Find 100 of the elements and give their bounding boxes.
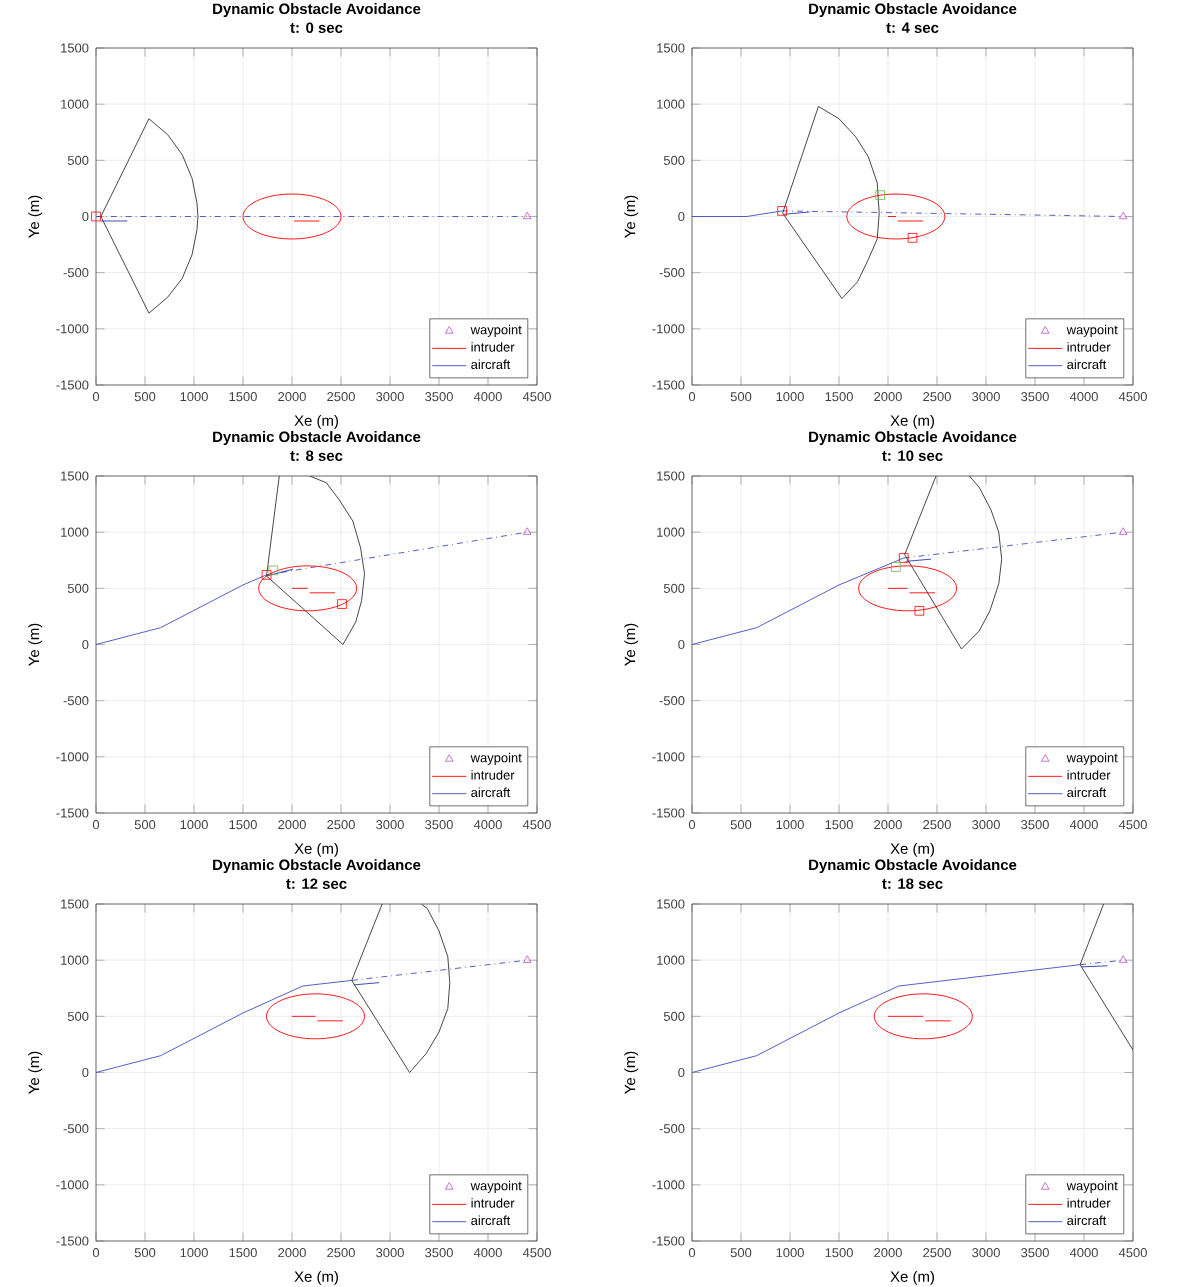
y-tick-label: 1000 xyxy=(657,99,685,109)
x-tick-label: 4000 xyxy=(1069,820,1098,830)
y-tick-label: -1000 xyxy=(652,1180,685,1190)
y-tick-label: -1000 xyxy=(56,324,89,334)
x-tick-label: 1500 xyxy=(825,820,853,830)
x-tick-label: 2000 xyxy=(874,1248,902,1258)
x-tick-label: 0 xyxy=(688,1248,696,1258)
y-tick-label: -1000 xyxy=(56,1180,89,1190)
x-tick-label: 2500 xyxy=(327,392,355,402)
y-tick-label: 0 xyxy=(678,639,685,650)
y-tick-label: -1500 xyxy=(652,380,685,390)
y-tick-label: 1500 xyxy=(61,43,89,53)
y-tick-label: 0 xyxy=(678,1067,685,1078)
x-tick-label: 4500 xyxy=(522,1248,551,1258)
chart-title: Dynamic Obstacle Avoidance xyxy=(213,859,421,874)
y-tick-label: 1000 xyxy=(657,955,685,965)
x-tick-label: 500 xyxy=(134,1248,156,1258)
legend-label: aircraft xyxy=(1067,359,1107,370)
x-tick-label: 4500 xyxy=(1118,1248,1147,1258)
y-tick-label: 1500 xyxy=(61,899,89,909)
x-tick-label: 2000 xyxy=(278,820,306,830)
legend-label: intruder xyxy=(471,342,515,352)
y-tick-label: 0 xyxy=(82,211,89,222)
x-tick-label: 1500 xyxy=(229,392,257,402)
x-tick-label: 500 xyxy=(730,1248,752,1258)
x-tick-label: 1000 xyxy=(776,392,804,402)
legend-label: waypoint xyxy=(470,324,522,337)
y-tick-label: 1500 xyxy=(657,899,685,909)
legend-label: aircraft xyxy=(1067,787,1107,798)
y-axis-title: Ye (m) xyxy=(624,195,639,238)
x-tick-label: 3000 xyxy=(972,1248,1000,1258)
y-axis-title: Ye (m) xyxy=(624,1051,639,1094)
chart-subtitle: t: 0 sec xyxy=(290,22,343,34)
y-axis-title: Ye (m) xyxy=(28,1051,43,1094)
legend-label: aircraft xyxy=(471,1215,511,1226)
y-tick-label: -500 xyxy=(659,696,685,706)
y-tick-label: -500 xyxy=(659,268,685,278)
x-tick-label: 1000 xyxy=(776,1248,804,1258)
x-tick-label: 3000 xyxy=(376,392,404,402)
x-tick-label: 3500 xyxy=(1021,820,1049,830)
y-tick-label: 500 xyxy=(67,1011,89,1021)
x-tick-label: 500 xyxy=(134,820,156,830)
legend-label: intruder xyxy=(1067,1198,1111,1208)
x-tick-label: 1000 xyxy=(180,392,208,402)
x-tick-label: 1000 xyxy=(776,820,804,830)
x-tick-label: 3500 xyxy=(1021,1248,1049,1258)
x-tick-label: 3500 xyxy=(425,820,453,830)
x-tick-label: 4000 xyxy=(1069,392,1098,402)
x-tick-label: 2000 xyxy=(874,820,902,830)
x-tick-label: 0 xyxy=(92,1248,100,1258)
x-axis-title: Xe (m) xyxy=(294,842,338,857)
x-tick-label: 3500 xyxy=(425,1248,453,1258)
x-tick-label: 2500 xyxy=(923,392,951,402)
legend-label: intruder xyxy=(1067,342,1111,352)
y-tick-label: -1500 xyxy=(652,808,685,818)
y-tick-label: -1000 xyxy=(652,752,685,762)
x-tick-label: 1500 xyxy=(229,820,257,830)
x-tick-label: 0 xyxy=(688,820,696,830)
x-tick-label: 4000 xyxy=(473,820,502,830)
y-tick-label: -500 xyxy=(659,1124,685,1134)
y-tick-label: 0 xyxy=(678,211,685,222)
x-tick-label: 0 xyxy=(92,820,100,830)
x-tick-label: 2000 xyxy=(874,392,902,402)
x-tick-label: 0 xyxy=(688,392,696,402)
x-tick-label: 3000 xyxy=(972,820,1000,830)
chart-subtitle: t: 12 sec xyxy=(286,878,347,890)
legend-label: intruder xyxy=(1067,770,1111,780)
chart-title: Dynamic Obstacle Avoidance xyxy=(809,859,1017,874)
y-tick-label: 1500 xyxy=(657,471,685,481)
x-tick-label: 4500 xyxy=(1118,820,1147,830)
legend-label: aircraft xyxy=(1067,1215,1107,1226)
chart-title: Dynamic Obstacle Avoidance xyxy=(213,431,421,446)
y-tick-label: -1000 xyxy=(56,752,89,762)
y-tick-label: 1000 xyxy=(61,527,89,537)
y-tick-label: 1000 xyxy=(657,527,685,537)
y-tick-label: -1000 xyxy=(652,324,685,334)
y-tick-label: 1000 xyxy=(61,99,89,109)
y-tick-label: 1500 xyxy=(657,43,685,53)
x-axis-title: Xe (m) xyxy=(890,414,934,429)
y-tick-label: -500 xyxy=(63,696,89,706)
chart-title: Dynamic Obstacle Avoidance xyxy=(809,431,1017,446)
x-axis-title: Xe (m) xyxy=(294,414,338,429)
x-tick-label: 500 xyxy=(730,392,752,402)
x-axis-title: Xe (m) xyxy=(890,1270,934,1285)
x-tick-label: 1000 xyxy=(180,820,208,830)
y-tick-label: -1500 xyxy=(56,1236,89,1246)
legend-label: waypoint xyxy=(1066,752,1118,765)
x-tick-label: 4500 xyxy=(1118,392,1147,402)
y-tick-label: 0 xyxy=(82,1067,89,1078)
y-tick-label: 500 xyxy=(663,1011,685,1021)
y-tick-label: -500 xyxy=(63,268,89,278)
legend-label: waypoint xyxy=(1066,324,1118,337)
chart-subtitle: t: 10 sec xyxy=(882,450,943,462)
y-tick-label: 1000 xyxy=(61,955,89,965)
y-tick-label: 500 xyxy=(67,155,89,165)
y-tick-label: -1500 xyxy=(56,808,89,818)
legend-label: intruder xyxy=(471,1198,515,1208)
x-tick-label: 4500 xyxy=(522,392,551,402)
y-tick-label: 500 xyxy=(663,583,685,593)
x-axis-title: Xe (m) xyxy=(890,842,934,857)
